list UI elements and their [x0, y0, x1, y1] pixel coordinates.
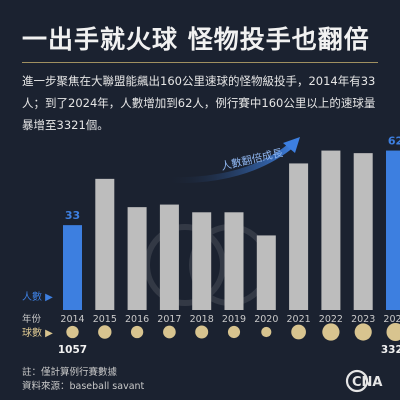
bar-2022	[321, 150, 341, 310]
pitch-count-bubble-2022	[322, 323, 340, 341]
year-tick-2019: 2019	[222, 314, 246, 325]
pitch-count-bubble-2021	[291, 324, 306, 340]
title-divider	[22, 62, 378, 63]
pitch-count-bubble-2019	[227, 325, 241, 339]
subtitle: 進一步聚焦在大聯盟能飆出160公里速球的怪物級投手，2014年有33人；到了20…	[22, 74, 376, 132]
cna-logo-text: CNA	[352, 375, 382, 390]
row-label-year: 年份	[22, 313, 42, 325]
pitch-count-bubble-2024	[386, 323, 400, 341]
row-label-people: 人數 ▶	[22, 290, 53, 303]
bar-2015	[95, 178, 115, 310]
bar-2016	[127, 207, 147, 310]
year-tick-2020: 2020	[254, 314, 278, 325]
year-tick-2018: 2018	[190, 314, 214, 325]
note-source: 資料來源：baseball savant	[22, 381, 145, 392]
growth-arrow	[162, 137, 300, 184]
bar-2018	[192, 212, 212, 310]
bar-2019	[224, 212, 244, 310]
cna-logo: CNA	[345, 369, 382, 393]
year-tick-2021: 2021	[287, 314, 311, 325]
pitch-count-bubble-2017	[163, 325, 176, 339]
pitch-count-bubble-2016	[130, 325, 144, 339]
year-tick-2024: 2024	[383, 314, 400, 325]
data-label-2014: 33	[65, 209, 80, 222]
row-label-balls: 球數 ▶	[22, 326, 53, 339]
bar-2023	[353, 153, 373, 310]
pitch-count-bubble-2020	[261, 326, 272, 338]
pitch-count-bubble-2018	[195, 325, 209, 339]
pitch-count-label-2014: 1057	[58, 344, 87, 356]
data-label-2024: 62	[388, 135, 400, 148]
page-title: 一出手就火球 怪物投手也翻倍	[22, 25, 370, 54]
year-tick-2022: 2022	[319, 314, 343, 325]
bar-2014	[63, 225, 82, 310]
bar-2024	[386, 150, 400, 310]
year-tick-2017: 2017	[157, 314, 181, 325]
pitch-count-bubble-2015	[98, 325, 112, 339]
year-tick-2023: 2023	[351, 314, 375, 325]
pitch-count-bubble-2014	[66, 325, 79, 339]
pitch-count-bubble-2023	[354, 323, 372, 341]
year-tick-2015: 2015	[93, 314, 117, 325]
bar-2017	[159, 204, 179, 310]
year-tick-2014: 2014	[60, 314, 84, 325]
bar-2020	[256, 235, 276, 310]
year-tick-2016: 2016	[125, 314, 149, 325]
note-regular-season: 註：僅計算例行賽數據	[22, 367, 118, 378]
bar-2021	[289, 163, 309, 310]
pitch-count-label-2024: 3321	[381, 344, 400, 356]
